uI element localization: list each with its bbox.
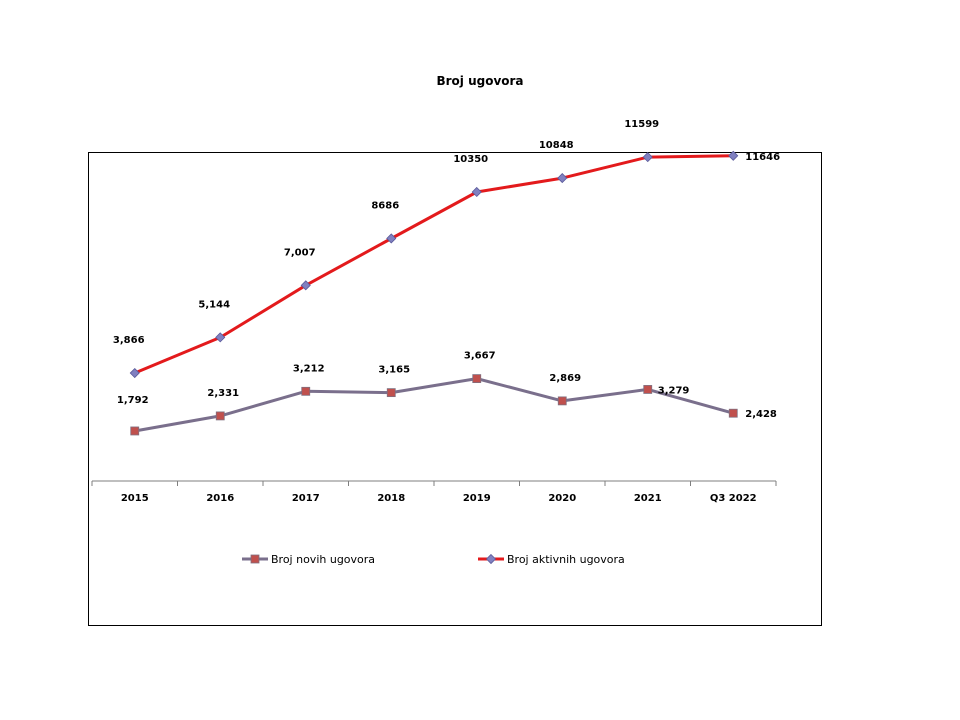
data-point-marker — [472, 374, 482, 384]
data-label: 2,428 — [745, 409, 777, 420]
x-tick-label: 2015 — [121, 493, 149, 504]
x-tick-label: Q3 2022 — [710, 493, 757, 504]
data-label: 2,869 — [549, 373, 581, 384]
data-point-marker — [557, 173, 568, 184]
series-line — [134, 154, 734, 375]
data-point-marker — [728, 408, 738, 418]
data-point-marker — [557, 396, 567, 406]
data-label: 11599 — [624, 119, 659, 130]
x-tick-label: 2021 — [634, 493, 662, 504]
legend-swatch-marker — [485, 553, 497, 565]
data-label: 10848 — [539, 140, 574, 151]
x-tick-label: 2018 — [377, 493, 405, 504]
data-point-marker — [129, 367, 140, 379]
data-label: 8686 — [371, 200, 399, 211]
legend-label: Broj aktivnih ugovora — [507, 553, 625, 566]
legend-swatch-marker — [250, 554, 260, 564]
data-point-marker — [642, 152, 653, 163]
series-line — [134, 377, 734, 433]
data-label: 11646 — [745, 152, 780, 163]
data-label: 3,212 — [293, 363, 325, 374]
data-label: 7,007 — [284, 247, 316, 258]
data-point-marker — [386, 233, 397, 244]
chart-frame — [88, 152, 822, 626]
data-label: 2,331 — [207, 388, 239, 399]
data-point-marker — [643, 385, 653, 394]
data-point-marker — [130, 426, 140, 436]
data-label: 10350 — [453, 154, 488, 165]
x-tick-label: 2016 — [206, 493, 234, 504]
data-label: 1,792 — [117, 395, 149, 406]
x-tick-label: 2019 — [463, 493, 491, 504]
data-point-marker — [386, 388, 396, 398]
data-label: 3,165 — [378, 365, 410, 376]
x-tick-label: 2017 — [292, 493, 320, 504]
data-point-marker — [215, 332, 226, 343]
data-point-marker — [300, 280, 311, 291]
data-point-marker — [728, 150, 739, 161]
data-point-marker — [215, 411, 225, 421]
data-point-marker — [301, 386, 311, 396]
data-label: 5,144 — [198, 299, 230, 310]
chart-title: Broj ugovora — [436, 74, 524, 88]
x-tick-label: 2020 — [548, 493, 576, 504]
data-label: 3,279 — [658, 385, 690, 396]
legend-label: Broj novih ugovora — [271, 553, 375, 566]
data-label: 3,866 — [113, 335, 145, 346]
data-label: 3,667 — [464, 351, 496, 362]
data-point-marker — [471, 186, 482, 198]
